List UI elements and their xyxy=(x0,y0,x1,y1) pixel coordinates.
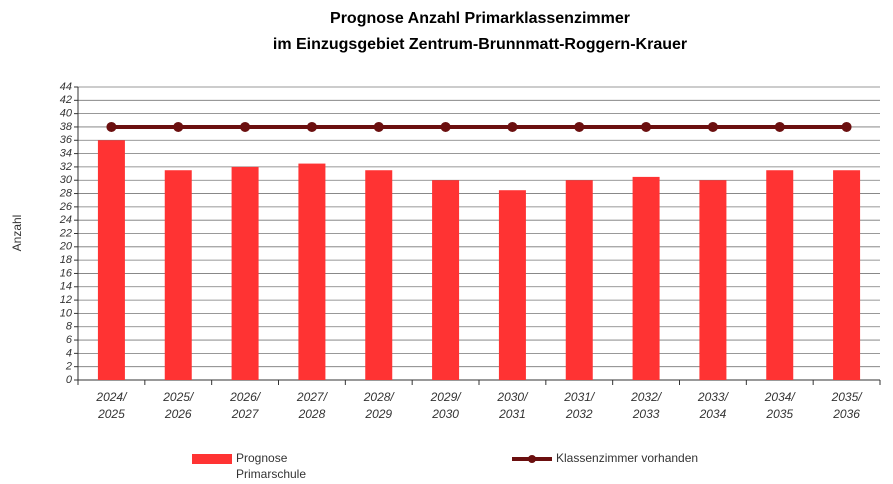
line-marker xyxy=(440,121,451,132)
bar xyxy=(833,170,861,380)
line-marker xyxy=(306,121,317,132)
chart-title: Prognose Anzahl Primarklassenzimmer xyxy=(330,10,630,27)
line-marker xyxy=(774,121,785,132)
x-tick-label: 2026/2027 xyxy=(229,390,262,421)
y-tick-label: 4 xyxy=(66,347,72,359)
bar xyxy=(164,170,192,380)
bar xyxy=(565,180,593,380)
y-tick-label: 30 xyxy=(60,174,73,186)
line-marker xyxy=(574,121,585,132)
x-tick-label: 2029/2030 xyxy=(430,390,463,421)
x-tick-label: 2032/2033 xyxy=(630,390,663,421)
y-tick-label: 28 xyxy=(59,187,73,199)
y-tick-label: 34 xyxy=(60,147,72,159)
line-marker xyxy=(707,121,718,132)
y-tick-label: 16 xyxy=(60,267,73,279)
y-tick-label: 38 xyxy=(60,121,73,133)
y-tick-label: 24 xyxy=(59,214,72,226)
x-tick-label: 2030/2031 xyxy=(496,390,529,421)
y-axis-label: Anzahl xyxy=(10,215,24,252)
legend-swatch xyxy=(192,454,232,464)
line-marker xyxy=(173,121,184,132)
line-marker xyxy=(240,121,251,132)
line-marker xyxy=(841,121,852,132)
x-tick-label: 2033/2034 xyxy=(697,390,730,421)
x-tick-label: 2027/2028 xyxy=(296,390,329,421)
legend-label: Klassenzimmer vorhanden xyxy=(556,451,698,465)
chart-subtitle: im Einzugsgebiet Zentrum-Brunnmatt-Rogge… xyxy=(273,36,687,53)
y-tick-label: 42 xyxy=(60,94,72,106)
x-tick-label: 2024/2025 xyxy=(95,390,128,421)
bar xyxy=(298,163,326,380)
y-tick-label: 44 xyxy=(60,81,72,93)
y-tick-label: 14 xyxy=(60,281,72,293)
bar xyxy=(97,140,125,380)
bar xyxy=(699,180,727,380)
x-tick-label: 2028/2029 xyxy=(363,390,396,421)
bar xyxy=(632,176,660,380)
line-marker xyxy=(373,121,384,132)
bar xyxy=(365,170,393,380)
x-tick-label: 2034/2035 xyxy=(764,390,797,421)
y-tick-label: 10 xyxy=(60,307,73,319)
bar xyxy=(498,190,526,380)
y-tick-label: 26 xyxy=(59,201,73,213)
y-tick-label: 2 xyxy=(65,361,72,373)
y-tick-label: 20 xyxy=(59,241,73,253)
bar xyxy=(231,166,259,380)
bar xyxy=(432,180,460,380)
line-marker xyxy=(507,121,518,132)
y-tick-label: 12 xyxy=(60,294,72,306)
line-marker xyxy=(106,121,117,132)
y-tick-label: 36 xyxy=(60,134,73,146)
y-tick-label: 8 xyxy=(66,321,73,333)
x-tick-label: 2035/2036 xyxy=(831,390,864,421)
x-tick-label: 2031/2032 xyxy=(563,390,596,421)
legend-label: Prognose Primarschule xyxy=(236,451,306,481)
line-marker xyxy=(641,121,652,132)
y-tick-label: 0 xyxy=(66,374,73,386)
y-tick-label: 6 xyxy=(66,334,73,346)
legend-swatch xyxy=(528,455,536,463)
y-tick-label: 40 xyxy=(60,108,73,120)
bar xyxy=(766,170,794,380)
x-tick-label: 2025/2026 xyxy=(162,390,195,421)
y-tick-label: 18 xyxy=(60,254,73,266)
y-tick-label: 32 xyxy=(60,161,72,173)
y-tick-label: 22 xyxy=(59,227,72,239)
